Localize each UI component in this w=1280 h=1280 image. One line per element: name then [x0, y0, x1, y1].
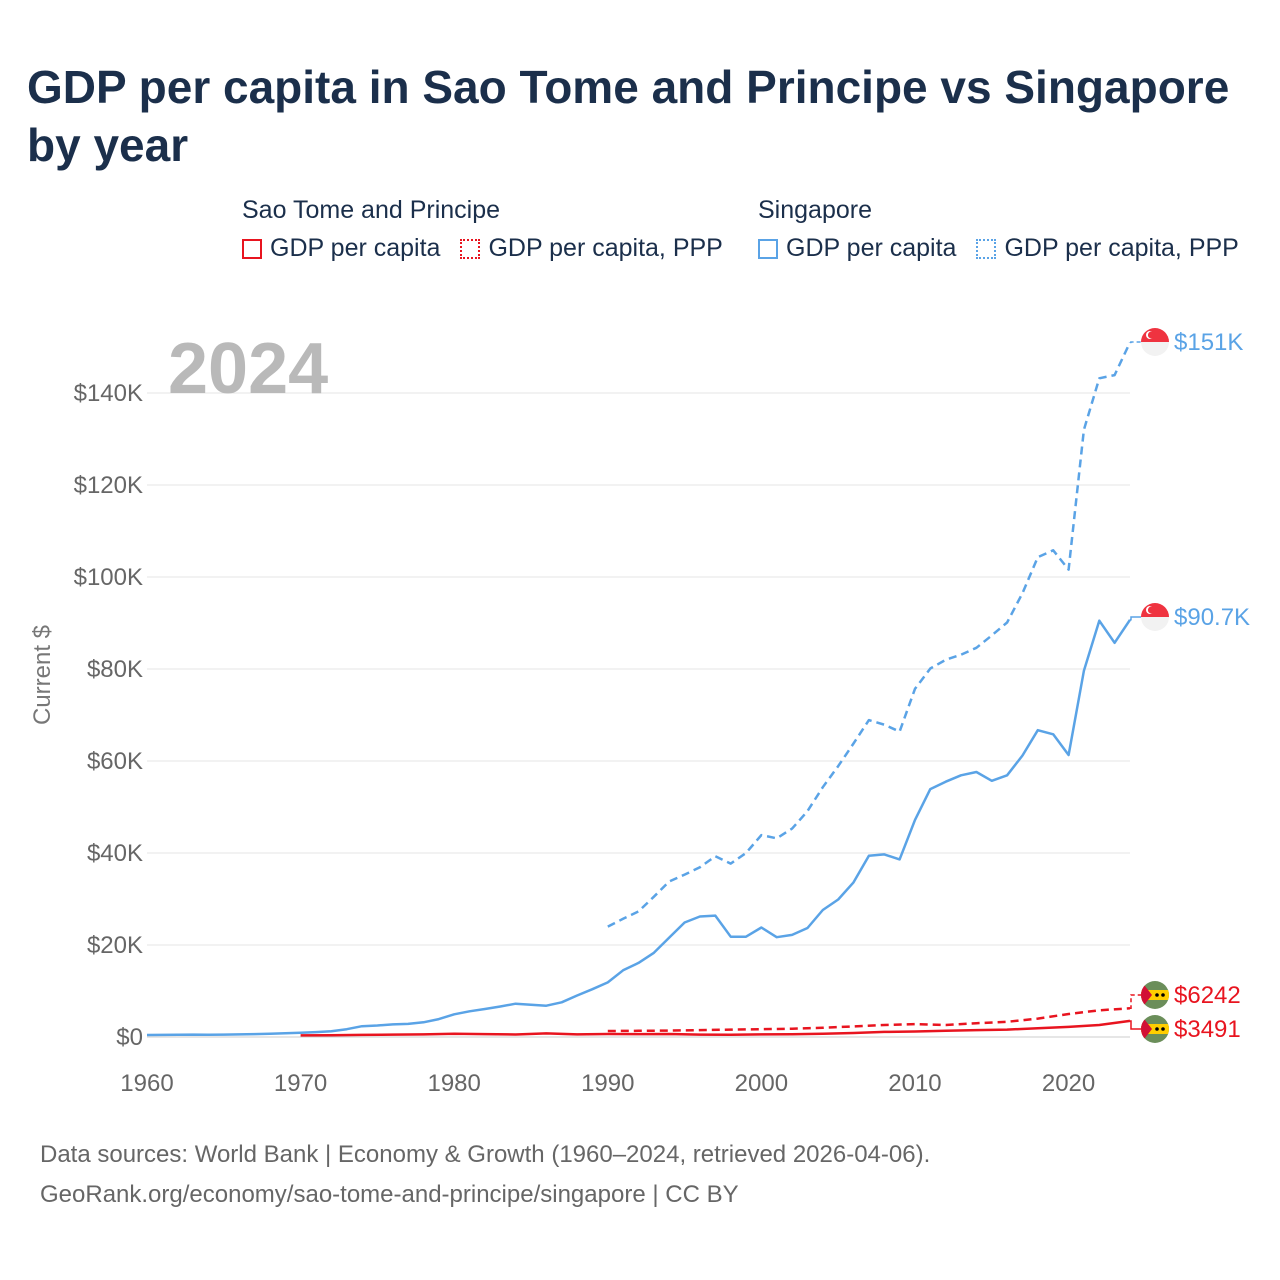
year-watermark: 2024 — [168, 329, 328, 409]
x-axis-ticks: 1960 1970 1980 1990 2000 2010 2020 — [120, 1070, 1095, 1097]
x-tick-label: 2020 — [1042, 1070, 1095, 1097]
legend-item-sgp-gdp[interactable]: GDP per capita — [758, 234, 956, 263]
label-connector — [1130, 616, 1141, 621]
legend-item-stp-gdp[interactable]: GDP per capita — [242, 234, 440, 263]
legend-label: GDP per capita — [270, 234, 441, 262]
series-line[interactable] — [146, 619, 1132, 1037]
sao-tome-flag-icon — [1141, 1015, 1169, 1043]
end-labels: $90.7K $151K $3491 $6242 — [1130, 328, 1250, 1043]
legend-group-title: Singapore — [758, 196, 872, 224]
singapore-flag-icon — [1141, 603, 1169, 631]
legend-swatch-solid-blue — [758, 238, 778, 259]
sao-tome-flag-icon — [1141, 981, 1169, 1009]
chart-title: GDP per capita in Sao Tome and Principe … — [27, 61, 1230, 171]
legend-swatch-dotted-red — [460, 238, 481, 259]
x-tick-label: 1960 — [120, 1070, 173, 1097]
legend-group-sao-tome: Sao Tome and Principe GDP per capita GDP… — [242, 194, 743, 263]
label-connector — [1130, 994, 1141, 1010]
y-tick-label: $120K — [74, 472, 143, 499]
x-tick-label: 1970 — [274, 1070, 327, 1097]
label-connector — [1130, 1020, 1141, 1030]
source-line: Data sources: World Bank | Economy & Gro… — [40, 1141, 931, 1168]
series-line[interactable] — [300, 1019, 1131, 1037]
end-value-label: $151K — [1174, 329, 1243, 356]
y-tick-label: $140K — [74, 380, 143, 407]
series-lines — [146, 341, 1132, 1037]
legend-label: GDP per capita, PPP — [488, 234, 723, 262]
singapore-flag-icon — [1141, 328, 1169, 356]
y-tick-label: $40K — [87, 840, 143, 867]
y-tick-label: $0 — [116, 1024, 143, 1051]
legend-label: GDP per capita — [786, 234, 957, 262]
legend-item-sgp-gdp-ppp[interactable]: GDP per capita, PPP — [976, 234, 1239, 263]
x-tick-label: 2010 — [888, 1070, 941, 1097]
x-tick-label: 2000 — [735, 1070, 788, 1097]
grid-lines — [147, 392, 1130, 1038]
end-value-label: $90.7K — [1174, 604, 1250, 631]
legend-group-singapore: Singapore GDP per capita GDP per capita,… — [758, 194, 1259, 263]
y-axis-label: Current $ — [29, 625, 56, 725]
y-tick-label: $80K — [87, 656, 143, 683]
series-line[interactable] — [607, 1007, 1131, 1033]
legend-item-stp-gdp-ppp[interactable]: GDP per capita, PPP — [460, 234, 723, 263]
y-axis-ticks: $0 $20K $40K $60K $80K $100K $120K $140K — [74, 380, 143, 1051]
end-value-label: $3491 — [1174, 1016, 1241, 1043]
x-tick-label: 1990 — [581, 1070, 634, 1097]
legend-label: GDP per capita, PPP — [1004, 234, 1239, 262]
series-line[interactable] — [607, 341, 1132, 928]
end-value-label: $6242 — [1174, 982, 1241, 1009]
source-footer: Data sources: World Bank | Economy & Gro… — [40, 1135, 930, 1215]
y-tick-label: $100K — [74, 564, 143, 591]
y-tick-label: $20K — [87, 932, 143, 959]
y-tick-label: $60K — [87, 748, 143, 775]
x-tick-label: 1980 — [427, 1070, 480, 1097]
legend-group-title: Sao Tome and Principe — [242, 196, 501, 224]
legend-swatch-solid-red — [242, 238, 262, 259]
source-link[interactable]: GeoRank.org/economy/sao-tome-and-princip… — [40, 1181, 739, 1208]
legend-swatch-dotted-blue — [976, 238, 997, 259]
